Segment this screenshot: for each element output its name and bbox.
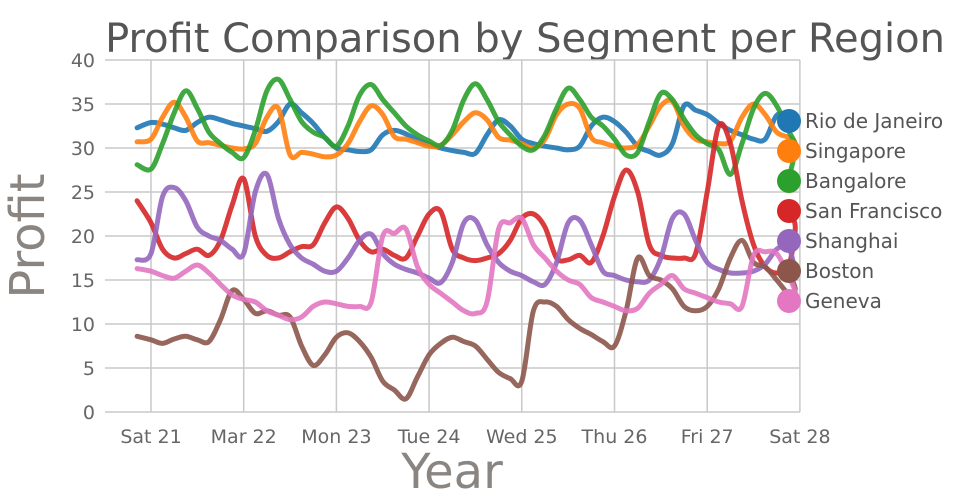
legend-label: Rio de Janeiro (805, 109, 943, 133)
legend-marker-san-francisco (777, 199, 801, 223)
y-tick-label: 10 (71, 314, 95, 336)
x-tick-label: Mon 23 (301, 426, 371, 448)
series-line-geneva (134, 214, 798, 323)
series-line-shanghai (134, 170, 798, 289)
x-tick-label: Mar 22 (211, 426, 277, 448)
y-tick-label: 35 (71, 94, 95, 116)
legend-label: San Francisco (805, 199, 942, 223)
legend-label: Geneva (805, 289, 882, 313)
y-tick-label: 0 (83, 402, 95, 424)
legend-label: Shanghai (805, 229, 899, 253)
series-lines (134, 76, 798, 402)
x-tick-labels: Sat 21 Mar 22 Mon 23 Tue 24 Wed 25 Thu 26 Fri … (120, 426, 830, 448)
y-tick-label: 40 (71, 50, 95, 72)
legend-marker-singapore (777, 139, 801, 163)
legend-marker-geneva (777, 289, 801, 313)
x-axis-title: Year (400, 444, 503, 500)
legend: Rio de Janeiro Singapore Bangalore San Fran… (777, 109, 943, 313)
series-line-bangalore (134, 76, 798, 184)
y-tick-label: 25 (71, 182, 95, 204)
y-tick-label: 20 (71, 226, 95, 248)
legend-marker-boston (777, 259, 801, 283)
x-tick-label: Wed 25 (486, 426, 558, 448)
legend-label: Singapore (805, 139, 906, 163)
y-tick-label: 30 (71, 138, 95, 160)
legend-marker-bangalore (777, 169, 801, 193)
y-tick-label: 15 (71, 270, 95, 292)
chart-title: Profit Comparison by Segment per Region (105, 16, 945, 62)
x-tick-label: Fri 27 (681, 426, 734, 448)
x-tick-label: Tue 24 (397, 426, 461, 448)
series-line-boston (134, 237, 798, 402)
legend-label: Bangalore (805, 169, 906, 193)
legend-label: Boston (805, 259, 874, 283)
y-axis-title: Profit (0, 173, 56, 298)
x-tick-label: Sat 28 (769, 426, 830, 448)
legend-marker-rio-de-janeiro (777, 109, 801, 133)
series-line-rio-de-janeiro (134, 101, 798, 158)
x-tick-label: Thu 26 (581, 426, 648, 448)
y-tick-labels: 0 5 10 15 20 25 30 35 40 (71, 50, 95, 424)
y-tick-label: 5 (83, 358, 95, 380)
legend-marker-shanghai (777, 229, 801, 253)
x-tick-label: Sat 21 (120, 426, 181, 448)
